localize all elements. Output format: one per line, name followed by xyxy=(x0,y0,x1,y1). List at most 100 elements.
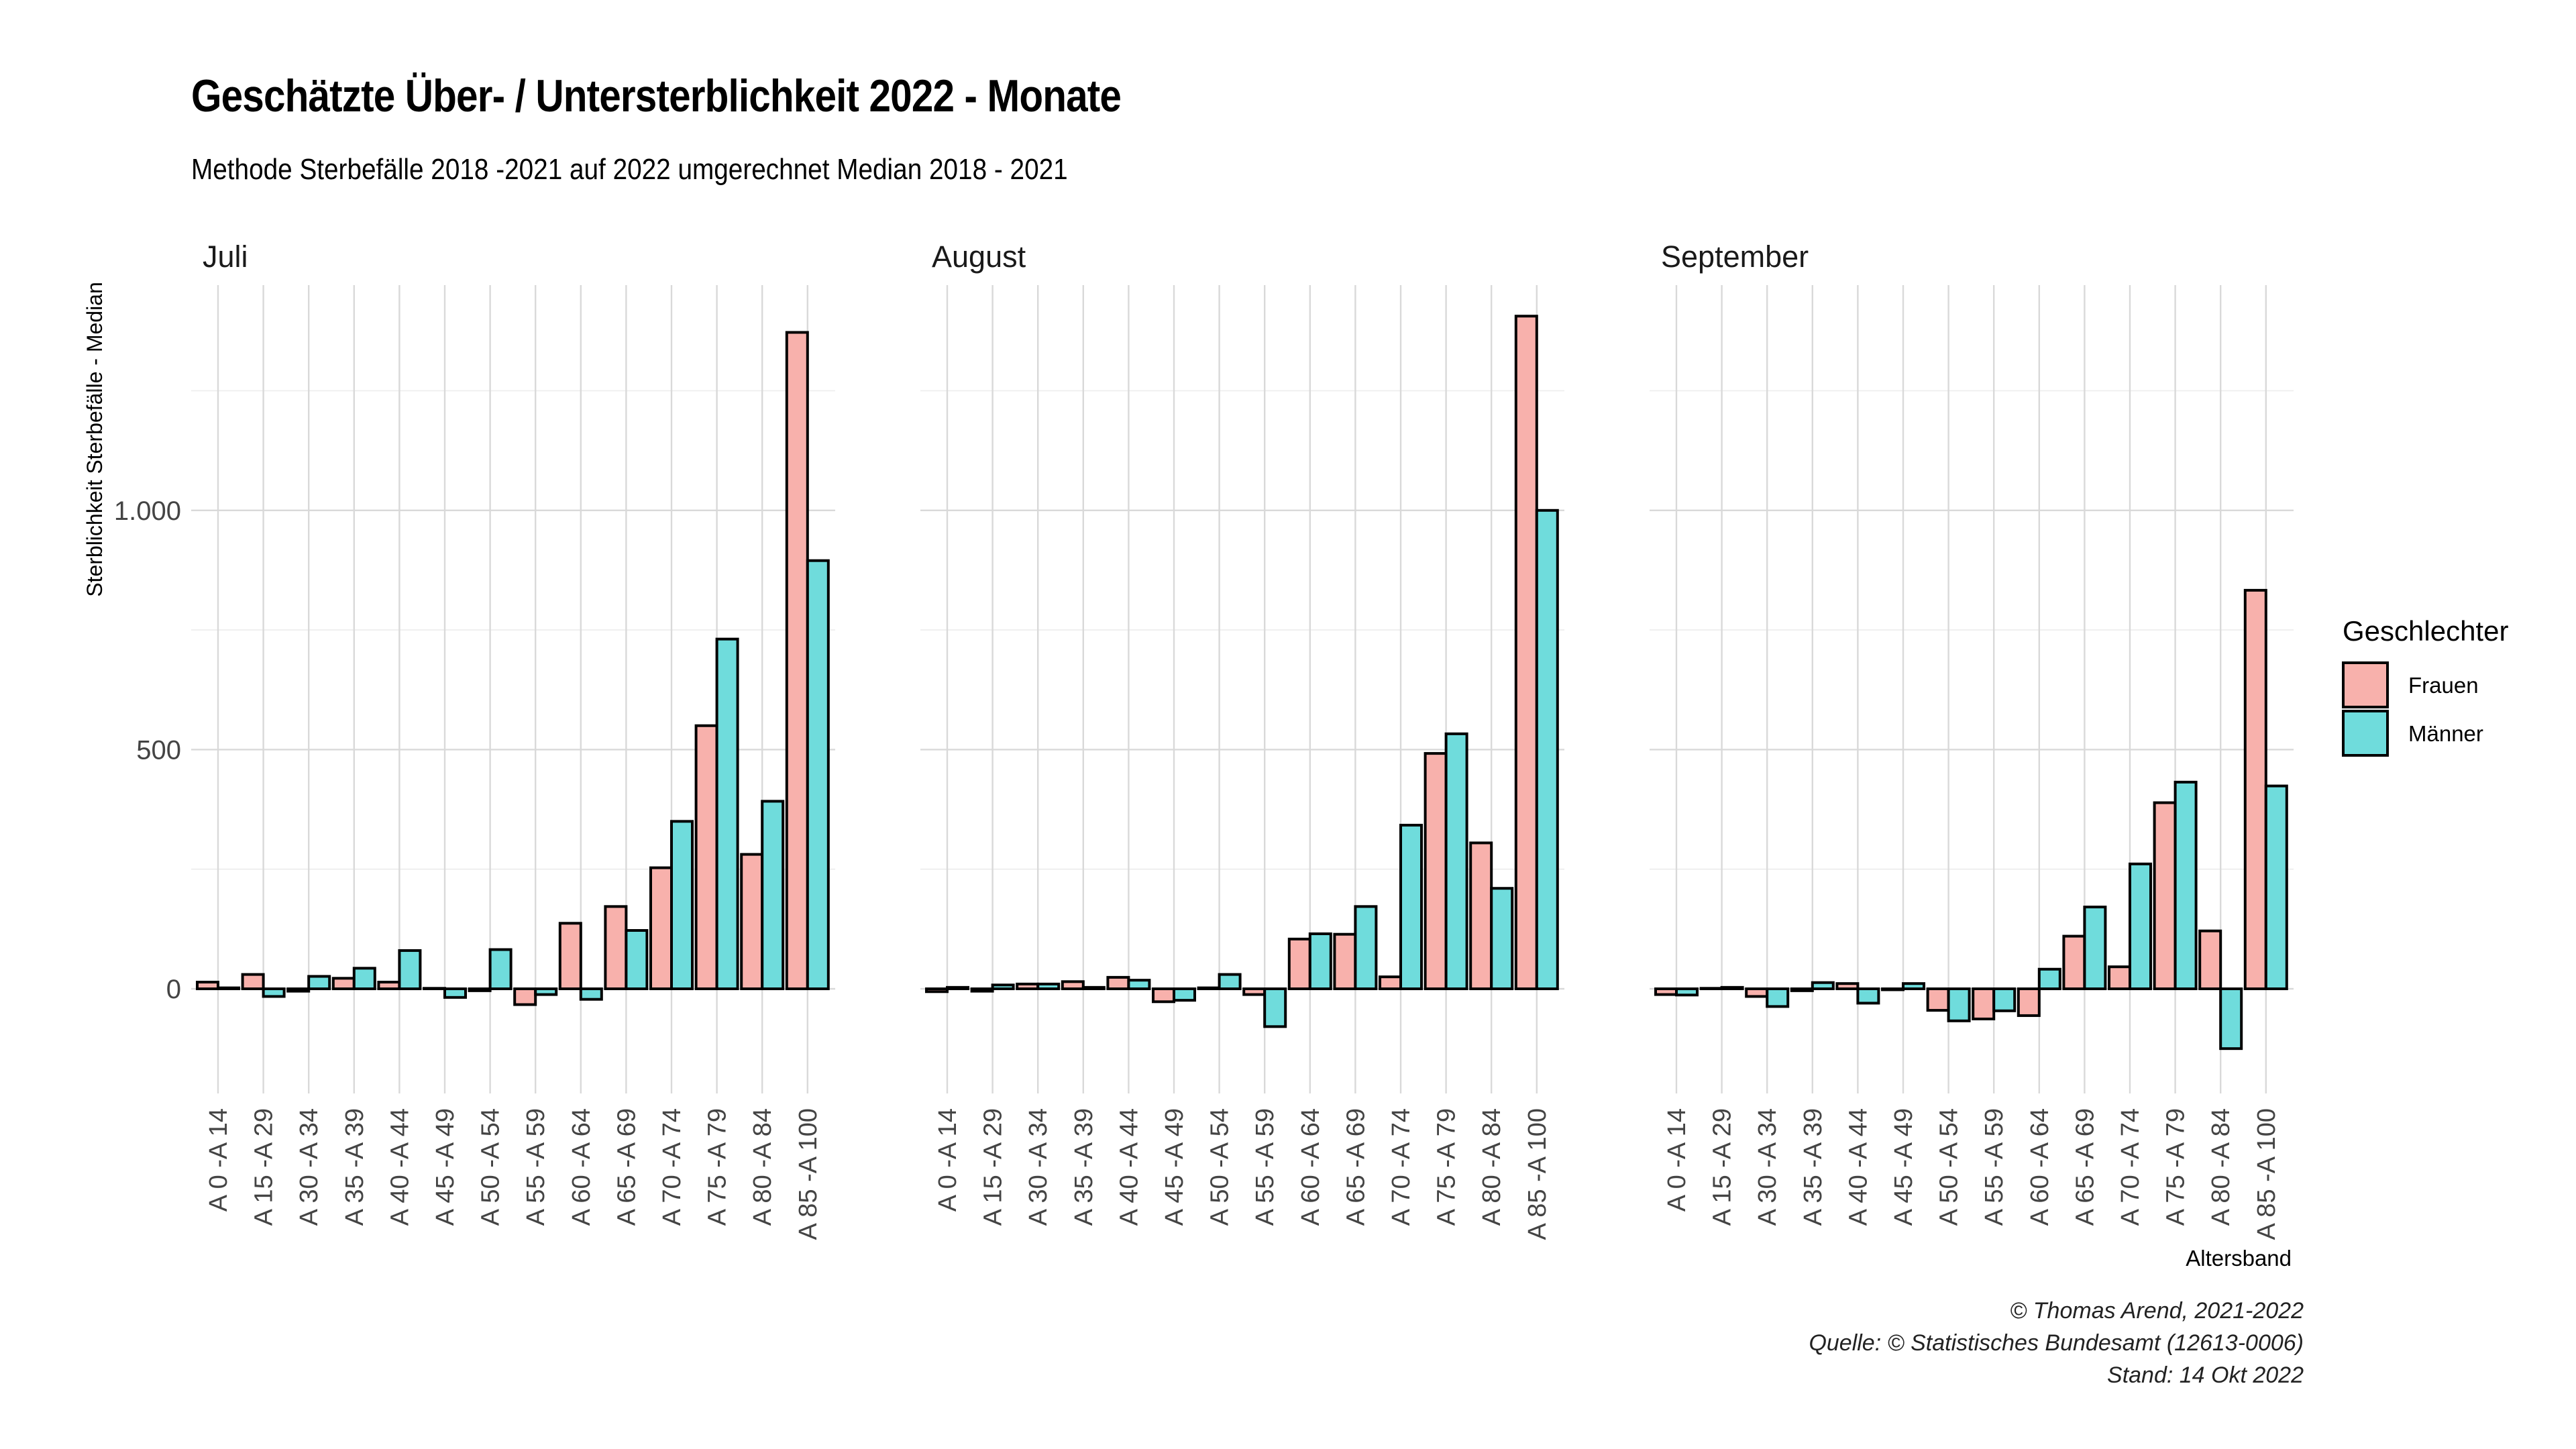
bar-juli-frauen-4 xyxy=(377,981,401,991)
bar-juli-m-nner-2 xyxy=(307,975,331,990)
x-tick-label-september-5: A 45 -A 49 xyxy=(1890,1108,1918,1226)
bar-august-m-nner-11 xyxy=(1444,732,1468,990)
legend-label-frauen: Frauen xyxy=(2408,673,2479,698)
bar-september-frauen-2 xyxy=(1745,987,1769,998)
bar-august-m-nner-5 xyxy=(1173,987,1196,1002)
x-tick-label-juli-4: A 40 -A 44 xyxy=(386,1108,414,1226)
bar-august-frauen-11 xyxy=(1424,752,1448,990)
bar-juli-frauen-11 xyxy=(694,724,718,990)
bar-juli-m-nner-6 xyxy=(488,948,513,990)
caption: © Thomas Arend, 2021-2022 Quelle: © Stat… xyxy=(1809,1295,2304,1391)
bar-august-frauen-9 xyxy=(1333,932,1357,990)
x-tick-label-august-0: A 0 -A 14 xyxy=(934,1108,962,1212)
bar-juli-m-nner-12 xyxy=(761,800,785,991)
caption-author: © Thomas Arend, 2021-2022 xyxy=(2010,1298,2304,1324)
bar-september-m-nner-3 xyxy=(1811,981,1835,990)
legend-key-frauen xyxy=(2342,661,2389,708)
x-tick-label-august-5: A 45 -A 49 xyxy=(1161,1108,1189,1226)
x-tick-label-juli-1: A 15 -A 29 xyxy=(250,1108,278,1226)
x-tick-label-juli-3: A 35 -A 39 xyxy=(341,1108,369,1226)
x-tick-label-september-0: A 0 -A 14 xyxy=(1663,1108,1691,1212)
x-tick-label-september-6: A 50 -A 54 xyxy=(1935,1108,1964,1226)
bar-september-frauen-9 xyxy=(2062,934,2086,990)
bar-september-m-nner-4 xyxy=(1856,987,1880,1005)
bar-september-m-nner-10 xyxy=(2129,862,2152,991)
x-tick-label-september-11: A 75 -A 79 xyxy=(2162,1108,2190,1226)
bar-september-frauen-10 xyxy=(2108,965,2131,990)
bar-juli-frauen-5 xyxy=(423,987,446,990)
x-tick-label-august-1: A 15 -A 29 xyxy=(979,1108,1008,1226)
x-tick-label-august-12: A 80 -A 84 xyxy=(1478,1108,1506,1226)
chart-title: Geschätzte Über- / Untersterblichkeit 20… xyxy=(191,70,1122,121)
facet-label-september: September xyxy=(1661,239,1809,274)
bar-juli-frauen-6 xyxy=(468,987,492,992)
bar-august-m-nner-12 xyxy=(1490,887,1514,991)
bar-juli-frauen-9 xyxy=(604,905,628,990)
y-tick-label-0: 0 xyxy=(166,975,181,1004)
bar-juli-frauen-10 xyxy=(649,866,673,991)
text-layer: Juli A 0 -A 14 A 15 -A 29 A 30 -A 34 A 35 -A… xyxy=(114,239,2281,1240)
x-tick-label-september-8: A 60 -A 64 xyxy=(2026,1108,2054,1226)
bar-september-frauen-8 xyxy=(2017,987,2041,1017)
x-tick-label-august-7: A 55 -A 59 xyxy=(1251,1108,1279,1226)
x-tick-label-august-9: A 65 -A 69 xyxy=(1342,1108,1370,1226)
x-tick-label-juli-2: A 30 -A 34 xyxy=(295,1108,323,1226)
bar-juli-frauen-2 xyxy=(286,987,311,993)
bar-august-m-nner-9 xyxy=(1354,905,1378,990)
bar-september-frauen-6 xyxy=(1926,987,1950,1012)
caption-date: Stand: 14 Okt 2022 xyxy=(2107,1362,2304,1388)
x-tick-label-juli-8: A 60 -A 64 xyxy=(568,1108,596,1226)
bar-august-frauen-2 xyxy=(1016,982,1040,991)
bar-juli-m-nner-7 xyxy=(534,987,558,996)
bar-juli-frauen-13 xyxy=(785,331,809,990)
bar-august-frauen-4 xyxy=(1106,975,1130,990)
x-tick-label-august-2: A 30 -A 34 xyxy=(1024,1108,1053,1226)
bar-juli-m-nner-9 xyxy=(625,928,649,991)
legend-key-maenner xyxy=(2342,710,2389,757)
legend: Geschlechter Frauen Männer xyxy=(2342,615,2508,757)
facet-label-juli: Juli xyxy=(203,239,248,274)
x-tick-label-september-1: A 15 -A 29 xyxy=(1709,1108,1737,1226)
x-tick-label-august-3: A 35 -A 39 xyxy=(1070,1108,1098,1226)
bar-september-m-nner-8 xyxy=(2037,967,2061,990)
x-tick-label-august-10: A 70 -A 74 xyxy=(1387,1108,1415,1226)
facet-label-august: August xyxy=(932,239,1026,274)
bar-juli-m-nner-1 xyxy=(262,987,286,998)
bar-juli-frauen-7 xyxy=(513,987,537,1006)
bar-september-frauen-13 xyxy=(2243,588,2267,990)
x-tick-label-september-3: A 35 -A 39 xyxy=(1799,1108,1827,1226)
bar-august-frauen-12 xyxy=(1469,841,1493,990)
bar-september-m-nner-5 xyxy=(1902,982,1925,990)
bar-september-m-nner-12 xyxy=(2219,987,2243,1051)
x-tick-label-september-10: A 70 -A 74 xyxy=(2116,1108,2145,1226)
x-tick-label-august-8: A 60 -A 64 xyxy=(1297,1108,1325,1226)
x-tick-label-august-4: A 40 -A 44 xyxy=(1115,1108,1143,1226)
bar-august-frauen-5 xyxy=(1152,987,1175,1004)
bar-august-m-nner-0 xyxy=(946,985,969,990)
bar-september-frauen-12 xyxy=(2198,929,2222,990)
bar-juli-m-nner-3 xyxy=(352,967,376,990)
legend-title: Geschlechter xyxy=(2343,615,2508,647)
x-tick-label-august-13: A 85 -A 100 xyxy=(1523,1108,1552,1240)
bar-august-m-nner-6 xyxy=(1218,973,1242,991)
bar-august-frauen-8 xyxy=(1287,937,1311,990)
bar-august-m-nner-10 xyxy=(1399,824,1423,990)
bar-september-frauen-1 xyxy=(1699,987,1723,990)
bar-august-frauen-3 xyxy=(1061,980,1085,991)
y-tick-label-1: 500 xyxy=(136,735,181,765)
chart-subtitle: Methode Sterbefälle 2018 -2021 auf 2022 … xyxy=(191,153,1068,186)
bar-layer xyxy=(196,315,2288,1051)
y-tick-label-2: 1.000 xyxy=(114,496,181,526)
bar-august-frauen-1 xyxy=(970,987,994,993)
x-tick-label-september-7: A 55 -A 59 xyxy=(1980,1108,2008,1226)
legend-label-maenner: Männer xyxy=(2408,721,2483,746)
bar-august-m-nner-4 xyxy=(1127,979,1151,990)
bar-september-frauen-11 xyxy=(2153,801,2177,990)
bar-august-frauen-7 xyxy=(1242,987,1267,996)
bar-juli-frauen-3 xyxy=(331,977,356,990)
bar-juli-m-nner-13 xyxy=(806,559,830,990)
x-tick-label-juli-7: A 55 -A 59 xyxy=(522,1108,550,1226)
x-tick-label-september-2: A 30 -A 34 xyxy=(1754,1108,1782,1226)
x-tick-label-juli-0: A 0 -A 14 xyxy=(205,1108,233,1212)
bar-juli-m-nner-11 xyxy=(715,637,739,990)
